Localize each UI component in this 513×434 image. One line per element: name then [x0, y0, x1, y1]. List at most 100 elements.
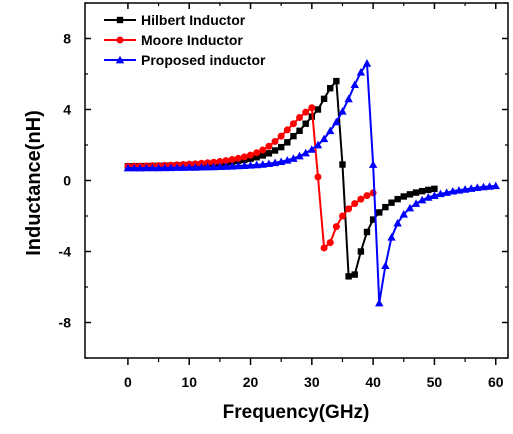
data-point	[265, 150, 273, 157]
data-point	[363, 228, 371, 236]
data-point	[344, 94, 353, 103]
data-point	[276, 157, 286, 166]
data-point	[210, 158, 218, 166]
data-point	[382, 203, 389, 211]
data-point	[227, 162, 237, 170]
x-tick-label: 20	[243, 374, 259, 390]
data-point	[253, 149, 261, 157]
data-point	[252, 160, 261, 169]
data-point	[399, 210, 408, 218]
data-point	[295, 151, 304, 160]
y-tick-label: -8	[59, 315, 72, 331]
data-point	[326, 239, 334, 247]
data-point	[400, 193, 407, 200]
data-point	[222, 157, 230, 165]
data-point	[271, 137, 279, 145]
data-point	[185, 163, 194, 171]
data-point	[454, 186, 464, 194]
data-point	[406, 191, 414, 198]
data-point	[289, 154, 298, 162]
y-tick-label: 4	[63, 102, 71, 118]
legend-marker	[116, 16, 124, 24]
data-point	[333, 77, 340, 85]
data-point	[313, 140, 323, 149]
data-point	[332, 117, 341, 126]
x-tick-label: 60	[488, 374, 504, 390]
data-point	[123, 163, 133, 172]
data-point	[277, 132, 285, 140]
data-point	[258, 160, 267, 168]
data-point	[417, 195, 427, 204]
data-point	[368, 160, 378, 168]
legend-marker	[115, 55, 125, 64]
data-point	[284, 139, 291, 146]
legend-label: Moore Inductor	[141, 32, 243, 48]
data-point	[302, 120, 309, 127]
data-point	[339, 161, 346, 168]
data-point	[351, 271, 358, 278]
data-point	[129, 163, 139, 172]
y-tick-label: -4	[59, 244, 72, 260]
data-point	[307, 145, 317, 153]
data-point	[289, 120, 297, 128]
data-point	[405, 203, 415, 212]
data-point	[283, 126, 291, 134]
data-point	[332, 223, 340, 231]
data-point	[345, 273, 352, 280]
data-point	[320, 244, 328, 252]
data-point	[381, 261, 390, 270]
data-point	[160, 163, 169, 172]
data-point	[338, 212, 346, 220]
data-point	[270, 158, 280, 167]
x-tick-label: 10	[181, 374, 197, 390]
data-point	[302, 108, 310, 116]
x-tick-label: 30	[304, 374, 320, 390]
x-tick-label: 50	[427, 374, 443, 390]
data-point	[148, 163, 157, 172]
data-point	[253, 154, 260, 161]
data-point	[204, 159, 212, 167]
data-point	[448, 186, 458, 195]
data-point	[357, 195, 365, 203]
legend-label: Hilbert Inductor	[141, 12, 246, 28]
series-layer	[123, 59, 500, 307]
data-point	[363, 192, 371, 200]
x-tick-label: 0	[124, 374, 132, 390]
data-point	[338, 107, 347, 115]
data-point	[467, 184, 476, 192]
legend-label: Proposed inductor	[141, 52, 266, 68]
plot-area-frame	[84, 2, 509, 359]
data-point	[166, 163, 176, 172]
data-point	[357, 248, 365, 255]
legend: Hilbert Inductor Moore Inductor Proposed i…	[104, 12, 266, 68]
data-point	[271, 147, 279, 154]
data-point	[247, 151, 255, 159]
data-point	[460, 185, 470, 193]
data-point	[215, 162, 225, 171]
data-point	[197, 162, 206, 171]
data-point	[234, 154, 242, 162]
data-point	[351, 200, 359, 208]
data-point	[479, 182, 488, 191]
data-point	[425, 186, 432, 194]
data-point	[240, 153, 248, 161]
data-point	[259, 146, 267, 154]
data-point	[296, 127, 303, 134]
data-point	[259, 152, 266, 159]
y-axis-ticks: 8 4 0 -4 -8	[59, 2, 508, 359]
data-point	[234, 161, 243, 170]
data-point	[277, 143, 285, 151]
x-axis-label: Frequency(GHz)	[223, 402, 370, 423]
data-point	[216, 158, 224, 166]
data-point	[485, 182, 494, 190]
data-point	[326, 126, 335, 135]
series-moore-inductor	[124, 104, 377, 252]
data-point	[387, 233, 396, 241]
y-tick-label: 0	[63, 173, 71, 189]
data-point	[296, 113, 304, 121]
y-tick-label: 8	[63, 31, 71, 47]
data-point	[228, 156, 236, 164]
data-point	[362, 59, 372, 67]
data-point	[290, 132, 297, 140]
